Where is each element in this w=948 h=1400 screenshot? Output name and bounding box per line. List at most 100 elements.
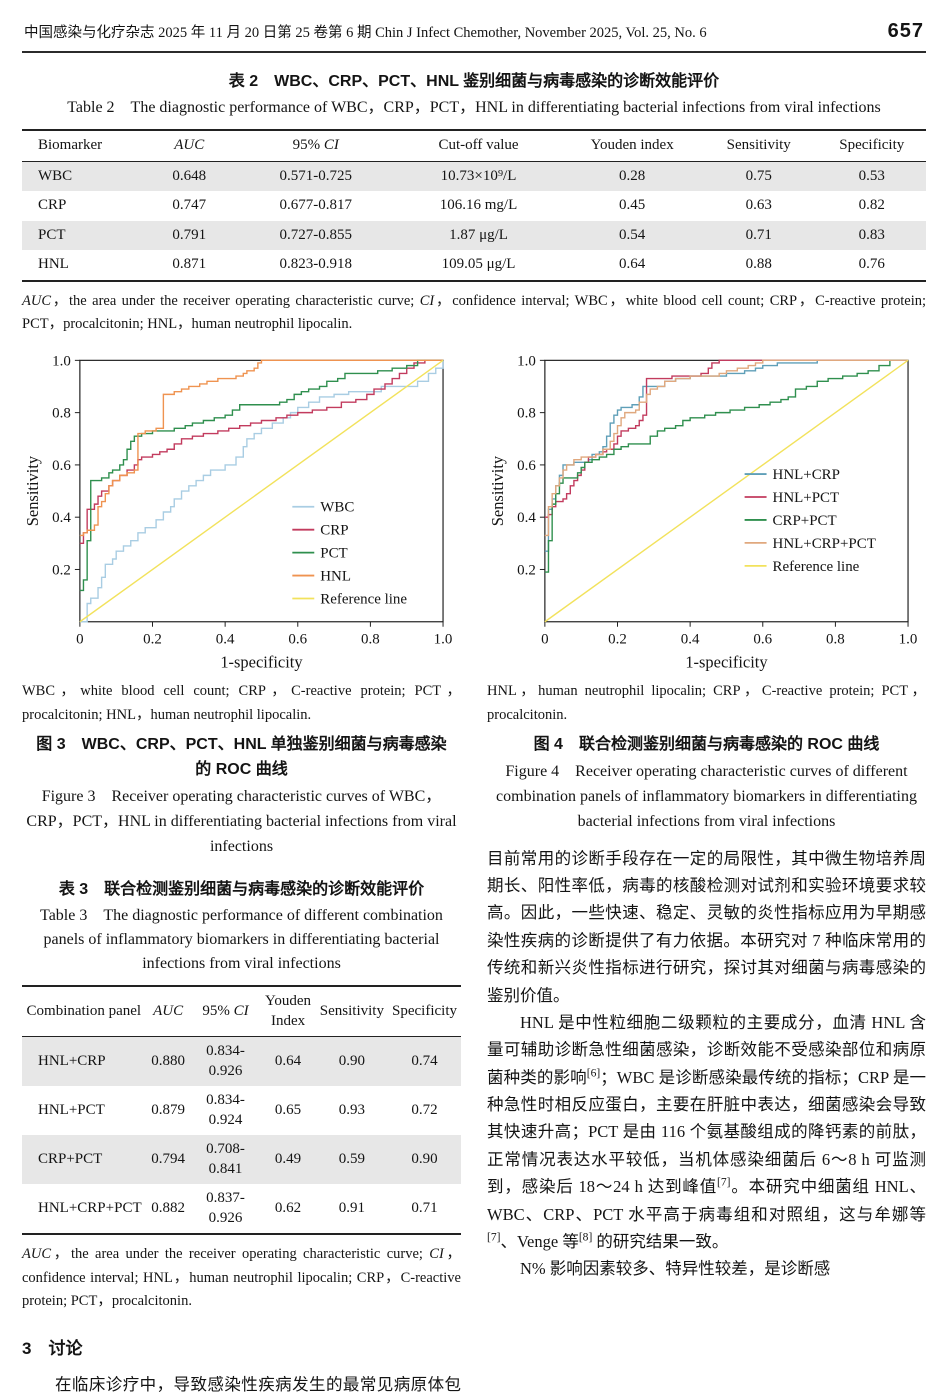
col-ci-prefix: 95%	[292, 137, 324, 153]
table-cell: 1.87 μg/L	[449, 226, 508, 243]
citation-ref: [6]	[586, 1067, 601, 1080]
table-cell: 0.882	[151, 1200, 185, 1217]
svg-text:0.6: 0.6	[52, 458, 71, 474]
figure3-footnote: WBC，white blood cell count; CRP，C-reacti…	[22, 683, 461, 723]
table-cell: 0.75	[745, 167, 772, 184]
table-cell: 0.54	[619, 226, 646, 243]
svg-text:1.0: 1.0	[52, 354, 71, 370]
citation-ref: [7]	[717, 1176, 731, 1189]
figure4: 0 0.2 0.4 0.6 0.8 1.0 0.2 0.4 0.6 0.8 1.0 1-specifi…	[487, 348, 926, 678]
table-cell: 0.794	[151, 1151, 185, 1168]
table-cell: 0.791	[172, 226, 207, 243]
svg-text:0.6: 0.6	[517, 458, 536, 474]
table-cell: 0.63	[745, 197, 772, 213]
left-column: 0 0.2 0.4 0.6 0.8 1.0 0.2 0.4 0.6 0.8 1.0 1-specifi…	[22, 348, 461, 1400]
citation-ref: [8]	[578, 1231, 593, 1244]
svg-text:0.4: 0.4	[52, 511, 71, 527]
figure4-caption-zh: 图 4 联合检测鉴别细菌与病毒感染的 ROC 曲线	[533, 736, 880, 754]
footnote-text: ，confidence interval; HNL，human neutroph…	[22, 1246, 462, 1310]
table-row: HNL+CRP+PCT 0.882 0.837-0.926 0.62 0.91 …	[22, 1184, 461, 1234]
table-cell: HNL+CRP+PCT	[38, 1200, 142, 1217]
svg-text:HNL+CRP: HNL+CRP	[773, 468, 840, 484]
table3-caption-zh: 表 3 联合检测鉴别细菌与病毒感染的诊断效能评价	[58, 881, 425, 899]
table-cell: 0.93	[338, 1102, 366, 1119]
table-cell: 0.871	[172, 256, 207, 272]
table-cell: 106.16 mg/L	[439, 197, 518, 213]
svg-text:WBC: WBC	[320, 500, 354, 516]
table-cell: 0.91	[338, 1200, 366, 1217]
table-cell: HNL+CRP	[38, 1053, 106, 1070]
table-row: WBC 0.648 0.571-0.725 10.73×10⁹/L 0.28 0…	[22, 161, 926, 191]
table3-footnote: AUC，the area under the receiver operatin…	[22, 1243, 461, 1313]
table-cell: 109.05 μg/L	[441, 256, 516, 272]
svg-text:0.2: 0.2	[52, 563, 71, 579]
svg-text:HNL+PCT: HNL+PCT	[773, 490, 840, 506]
table3-caption-en: Table 3 The diagnostic performance of di…	[40, 907, 443, 973]
svg-text:0.2: 0.2	[608, 632, 627, 648]
header-rule	[22, 51, 926, 53]
footnote-abbr: CI	[429, 1246, 444, 1263]
right-column-text: 目前常用的诊断手段存在一定的局限性，其中微生物培养周期长、阳性率低，病毒的核酸检…	[487, 845, 926, 1283]
table-cell: 0.90	[411, 1151, 438, 1168]
col-auc: AUC	[139, 130, 239, 162]
svg-text:0.2: 0.2	[143, 632, 162, 648]
table-cell: CRP+PCT	[38, 1151, 103, 1168]
svg-text:0.4: 0.4	[517, 511, 536, 527]
footnote-abbr: AUC	[22, 1246, 51, 1263]
col-auc: AUC	[145, 986, 191, 1038]
col-sensitivity: Sensitivity	[699, 130, 818, 162]
col-ci-prefix: 95%	[202, 1003, 234, 1020]
table2-footnote: AUC，the area under the receiver operatin…	[22, 290, 926, 337]
table-row: CRP 0.747 0.677-0.817 106.16 mg/L 0.45 0…	[22, 191, 926, 221]
discussion-paragraph: 在临床诊疗中，导致感染性疾病发生的最常见病原体包括细菌和病毒，感染性疾病的发病率…	[22, 1371, 461, 1400]
table-cell: 0.90	[338, 1053, 366, 1070]
svg-text:Reference line: Reference line	[320, 592, 407, 608]
svg-text:HNL: HNL	[320, 569, 351, 585]
figure4-caption-en: Figure 4 Receiver operating characterist…	[496, 763, 917, 830]
table2-caption-en: Table 2 The diagnostic performance of WB…	[67, 99, 881, 116]
citation-ref: [7]	[487, 1231, 501, 1244]
svg-text:1-specificity: 1-specificity	[220, 653, 303, 672]
body-text: 的研究结果一致。	[592, 1231, 729, 1251]
col-panel: Combination panel	[22, 986, 146, 1038]
svg-text:0.6: 0.6	[288, 632, 307, 648]
table3-header-row: Combination panel AUC 95% CI Youden Inde…	[22, 986, 461, 1038]
col-youden: Youden index	[564, 130, 700, 162]
page-number: 657	[887, 20, 924, 42]
table-cell: 0.62	[274, 1200, 302, 1217]
page-header: 中国感染与化疗杂志 2025 年 11 月 20 日第 25 卷第 6 期 Ch…	[22, 12, 926, 49]
right-column: 0 0.2 0.4 0.6 0.8 1.0 0.2 0.4 0.6 0.8 1.0 1-specifi…	[487, 348, 926, 1400]
svg-text:0.4: 0.4	[216, 632, 235, 648]
svg-text:0: 0	[541, 632, 548, 648]
table-row: PCT 0.791 0.727-0.855 1.87 μg/L 0.54 0.7…	[22, 220, 926, 250]
col-biomarker: Biomarker	[22, 130, 140, 162]
table-cell: 0.71	[745, 226, 772, 243]
body-paragraph: 目前常用的诊断手段存在一定的局限性，其中微生物培养周期长、阳性率低，病毒的核酸检…	[487, 848, 926, 1005]
col-cutoff: Cut-off value	[392, 130, 565, 162]
figure3-caption-en: Figure 3 Receiver operating characterist…	[26, 788, 457, 855]
table-row: HNL 0.871 0.823-0.918 109.05 μg/L 0.64 0…	[22, 250, 926, 281]
figure4-footnote: HNL，human neutrophil lipocalin; CRP，C-re…	[487, 683, 926, 723]
table-cell: 0.837-0.926	[206, 1190, 245, 1226]
table-cell: 0.76	[858, 256, 885, 272]
body-paragraph: HNL 是中性粒细胞二级颗粒的主要成分，血清 HNL 含量可辅助诊断急性细菌感染…	[487, 1009, 926, 1255]
svg-text:0.6: 0.6	[753, 632, 772, 648]
footnote-abbr: AUC	[22, 292, 51, 309]
table-cell: 0.72	[411, 1102, 438, 1119]
svg-text:Sensitivity: Sensitivity	[23, 456, 42, 527]
table-cell: 0.64	[274, 1053, 302, 1070]
footnote-text: ，the area under the receiver operating c…	[51, 1246, 430, 1263]
table-cell: 0.708-0.841	[206, 1141, 245, 1177]
col-specificity: Specificity	[387, 986, 461, 1038]
footnote-abbr: CI	[419, 292, 435, 309]
col-ci: 95% CI	[190, 986, 261, 1038]
table-cell: 0.834-0.924	[206, 1092, 245, 1128]
table2: Biomarker AUC 95% CI Cut-off value Youde…	[22, 129, 926, 282]
table-cell: HNL	[38, 256, 69, 272]
figure3: 0 0.2 0.4 0.6 0.8 1.0 0.2 0.4 0.6 0.8 1.0 1-specifi…	[22, 348, 461, 678]
table-cell: 0.88	[745, 256, 772, 272]
table-cell: PCT	[38, 226, 66, 243]
body-text: 。本研究中细菌组 HNL、WBC、CRP、PCT 水平高于病毒组和对照组，这与牟…	[487, 1177, 926, 1224]
table-cell: 0.59	[338, 1151, 366, 1168]
